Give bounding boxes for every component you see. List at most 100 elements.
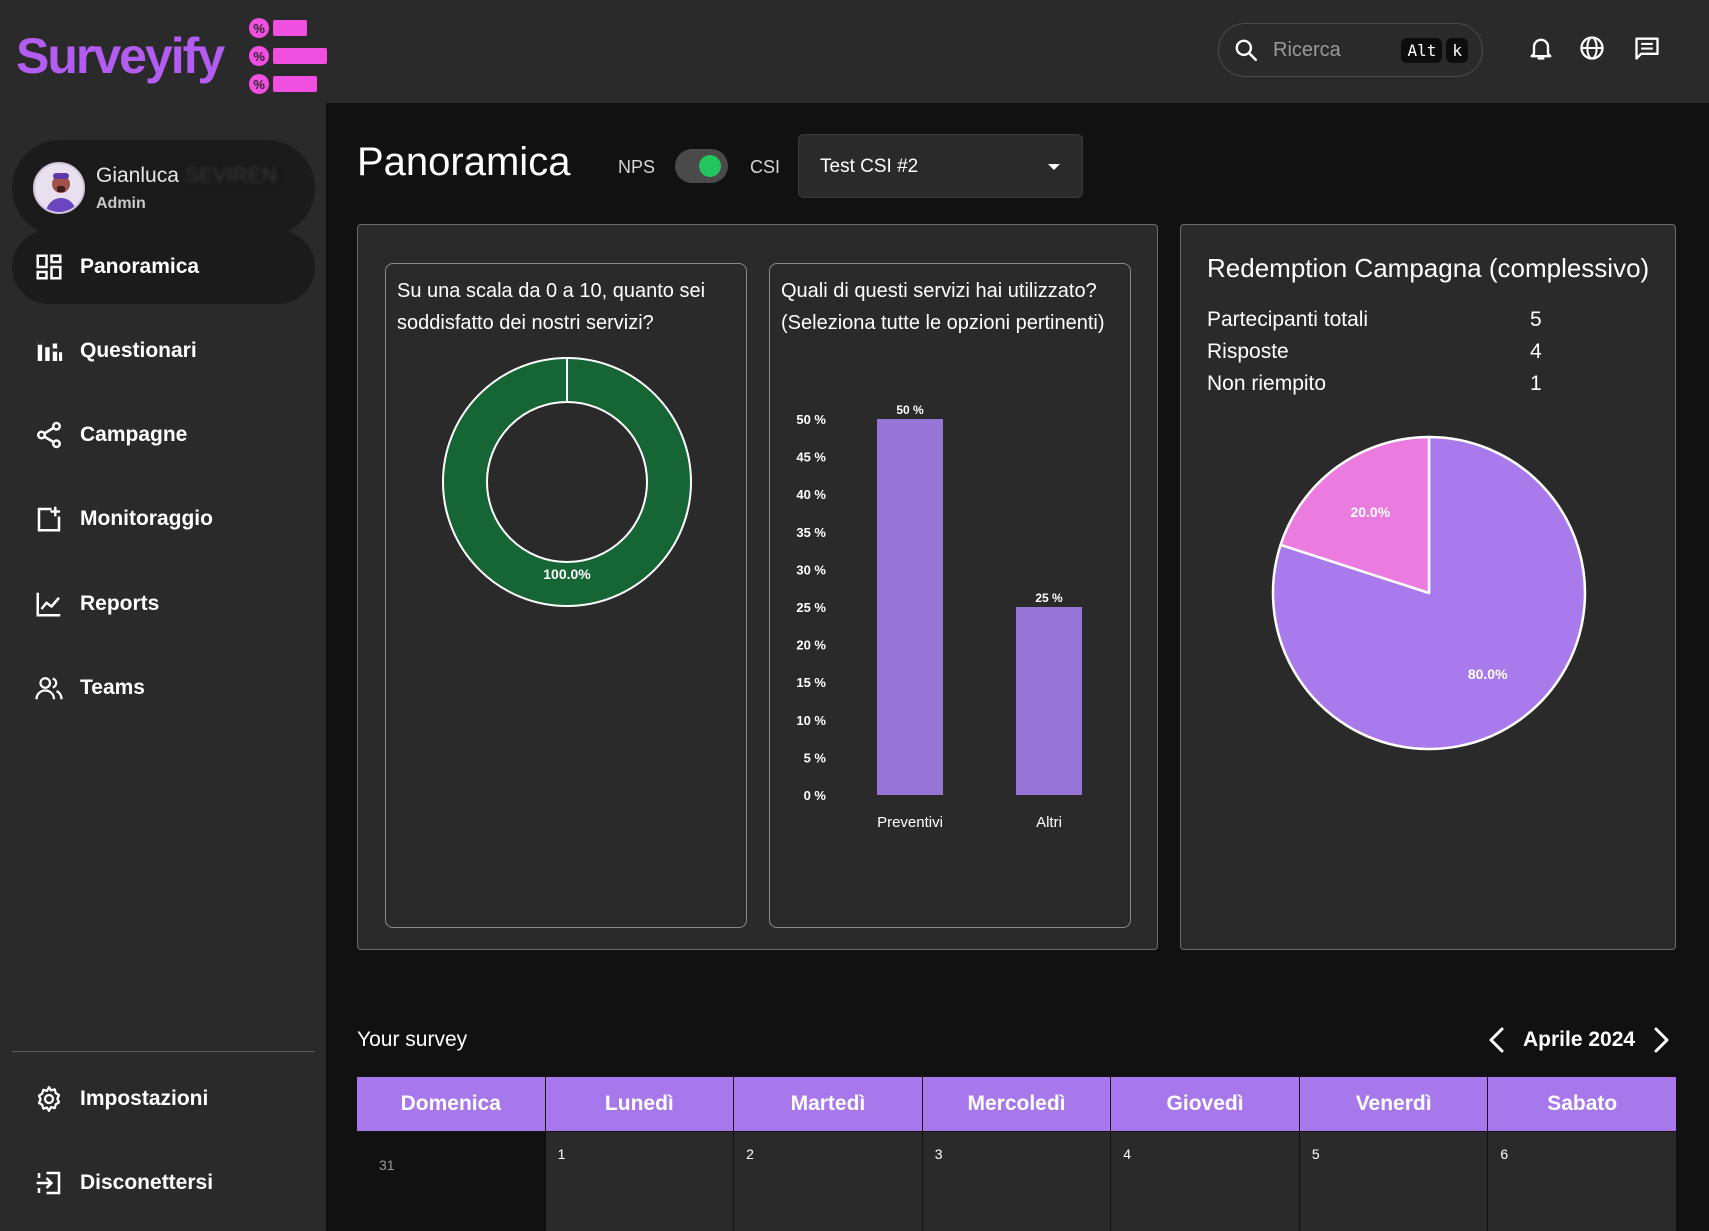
monitor-icon xyxy=(37,506,61,532)
sidebar-item-reports[interactable]: Reports xyxy=(12,567,315,641)
sidebar: Gianluca SEVIREN Admin Panoramica Questi… xyxy=(0,103,326,1231)
month-label: Aprile 2024 xyxy=(1523,1028,1636,1051)
user-card[interactable]: Gianluca SEVIREN Admin xyxy=(12,140,315,236)
calendar-day-header: Mercoledì xyxy=(922,1077,1111,1131)
logout-icon xyxy=(36,1171,61,1195)
bell-icon[interactable] xyxy=(1527,34,1555,62)
stat-row-partecipanti: Partecipanti totali 5 xyxy=(1207,308,1542,331)
sidebar-item-label: Impostazioni xyxy=(80,1087,209,1110)
donut-chart-card: Su una scala da 0 a 10, quanto sei soddi… xyxy=(385,263,747,928)
search-box[interactable]: Ricerca Alt k xyxy=(1218,23,1483,77)
y-tick-label: 25 % xyxy=(796,600,826,615)
calendar-day-cell[interactable]: 1 xyxy=(545,1132,734,1231)
sidebar-item-impostazioni[interactable]: Impostazioni xyxy=(12,1062,315,1136)
search-icon xyxy=(1235,39,1258,62)
bar-chart: 0 % 5 % 10 % 15 % 20 % 25 % 30 % 35 % 40 % 45 % 50… xyxy=(796,403,1082,831)
calendar-day-header: Venerdì xyxy=(1299,1077,1488,1131)
calendar-date-number: 5 xyxy=(1311,1146,1320,1162)
chevron-left-icon[interactable] xyxy=(1486,1026,1508,1054)
user-role: Admin xyxy=(96,195,146,212)
calendar-day-cell[interactable]: 5 xyxy=(1299,1132,1488,1231)
y-tick-label: 10 % xyxy=(796,713,826,728)
calendar-day-cell[interactable]: 4 xyxy=(1111,1132,1299,1231)
toggle-label-nps: NPS xyxy=(618,157,656,177)
bar xyxy=(1016,607,1082,795)
sidebar-item-monitoraggio[interactable]: Monitoraggio xyxy=(12,482,315,556)
calendar-day-header: Giovedì xyxy=(1111,1077,1299,1131)
redemption-title: Redemption Campagna (complessivo) xyxy=(1207,253,1650,283)
chevron-right-icon[interactable] xyxy=(1650,1026,1672,1054)
donut-slice-label: 100.0% xyxy=(543,566,591,582)
sidebar-item-label: Questionari xyxy=(80,339,197,362)
pie-slice xyxy=(1271,435,1587,751)
chat-icon[interactable] xyxy=(1633,34,1661,62)
bar-chart-card: Quali di questi servizi hai utilizzato? … xyxy=(769,263,1131,928)
y-tick-label: 5 % xyxy=(804,750,827,765)
pie-slice xyxy=(1279,435,1431,595)
dashboard-icon xyxy=(36,254,62,280)
chevron-down-icon xyxy=(1048,164,1060,170)
shortcut-key-k: k xyxy=(1446,37,1468,63)
questions-panel: Su una scala da 0 a 10, quanto sei soddi… xyxy=(357,224,1158,950)
x-tick-label: Preventivi xyxy=(877,814,943,831)
sidebar-item-label: Panoramica xyxy=(80,255,200,278)
calendar-date-number: 2 xyxy=(746,1146,754,1162)
sidebar-divider xyxy=(12,1051,315,1052)
question-title: Quali di questi servizi hai utilizzato? … xyxy=(781,280,1105,334)
bar-chart-icon xyxy=(37,341,63,361)
users-icon xyxy=(35,677,63,700)
logo-mark-icon: % % % xyxy=(249,18,331,94)
sidebar-item-campagne[interactable]: Campagne xyxy=(12,398,315,472)
y-tick-label: 20 % xyxy=(796,638,826,653)
y-tick-label: 40 % xyxy=(796,487,826,502)
avatar xyxy=(33,162,85,214)
bar-value-label: 25 % xyxy=(1035,591,1063,605)
bar xyxy=(877,419,943,795)
user-name: Gianluca SEVIREN xyxy=(96,164,277,187)
calendar-date-number: 1 xyxy=(557,1146,566,1162)
stat-value: 4 xyxy=(1530,340,1542,363)
survey-select[interactable]: Test CSI #2 xyxy=(798,134,1083,198)
calendar-day-header: Domenica xyxy=(357,1077,545,1131)
stat-row-non-riempito: Non riempito 1 xyxy=(1207,372,1542,395)
sidebar-item-label: Campagne xyxy=(80,423,188,446)
bar-value-label: 50 % xyxy=(896,403,924,417)
sidebar-item-teams[interactable]: Teams xyxy=(12,651,315,725)
search-input[interactable]: Ricerca xyxy=(1273,38,1341,61)
pie-chart: 80.0% 20.0% xyxy=(1271,435,1587,751)
sidebar-item-label: Reports xyxy=(80,592,160,615)
toggle-knob xyxy=(699,155,721,177)
y-tick-label: 45 % xyxy=(796,450,826,465)
nps-csi-toggle[interactable] xyxy=(675,149,728,183)
globe-icon[interactable] xyxy=(1578,34,1606,62)
line-chart-icon xyxy=(36,592,61,617)
share-icon xyxy=(37,421,61,449)
sidebar-item-label: Disconettersi xyxy=(80,1171,214,1194)
your-survey-label: Your survey xyxy=(357,1028,468,1051)
app-logo[interactable]: Surveyify % % % xyxy=(16,18,331,94)
survey-select-value: Test CSI #2 xyxy=(820,156,919,177)
sidebar-item-label: Teams xyxy=(80,676,145,699)
x-tick-label: Altri xyxy=(1036,814,1062,831)
calendar-day-header: Sabato xyxy=(1488,1077,1676,1131)
calendar-day-cell[interactable]: 6 xyxy=(1488,1132,1676,1231)
calendar-day-cell[interactable]: 3 xyxy=(922,1132,1111,1231)
calendar-day-cell[interactable]: 2 xyxy=(734,1132,922,1231)
calendar-date-number: 3 xyxy=(934,1146,943,1162)
sidebar-item-panoramica[interactable]: Panoramica xyxy=(12,230,315,304)
calendar-date-number: 4 xyxy=(1123,1146,1132,1162)
y-tick-label: 30 % xyxy=(796,562,826,577)
logo-text: Surveyify xyxy=(16,28,225,84)
sidebar-item-label: Monitoraggio xyxy=(80,507,213,530)
donut-chart: 100.0% xyxy=(442,357,692,607)
sidebar-item-questionari[interactable]: Questionari xyxy=(12,314,315,388)
toggle-label-csi: CSI xyxy=(750,157,781,177)
donut-slice xyxy=(443,358,691,606)
calendar-day-header: Lunedì xyxy=(545,1077,734,1131)
calendar-date-number: 6 xyxy=(1500,1146,1509,1162)
calendar-day-cell[interactable]: 31 xyxy=(357,1132,545,1231)
y-tick-label: 50 % xyxy=(796,412,826,427)
redacted-surname: SEVIREN xyxy=(184,164,277,187)
donut-inner-ring xyxy=(486,401,648,563)
sidebar-item-disconettersi[interactable]: Disconettersi xyxy=(12,1146,315,1220)
